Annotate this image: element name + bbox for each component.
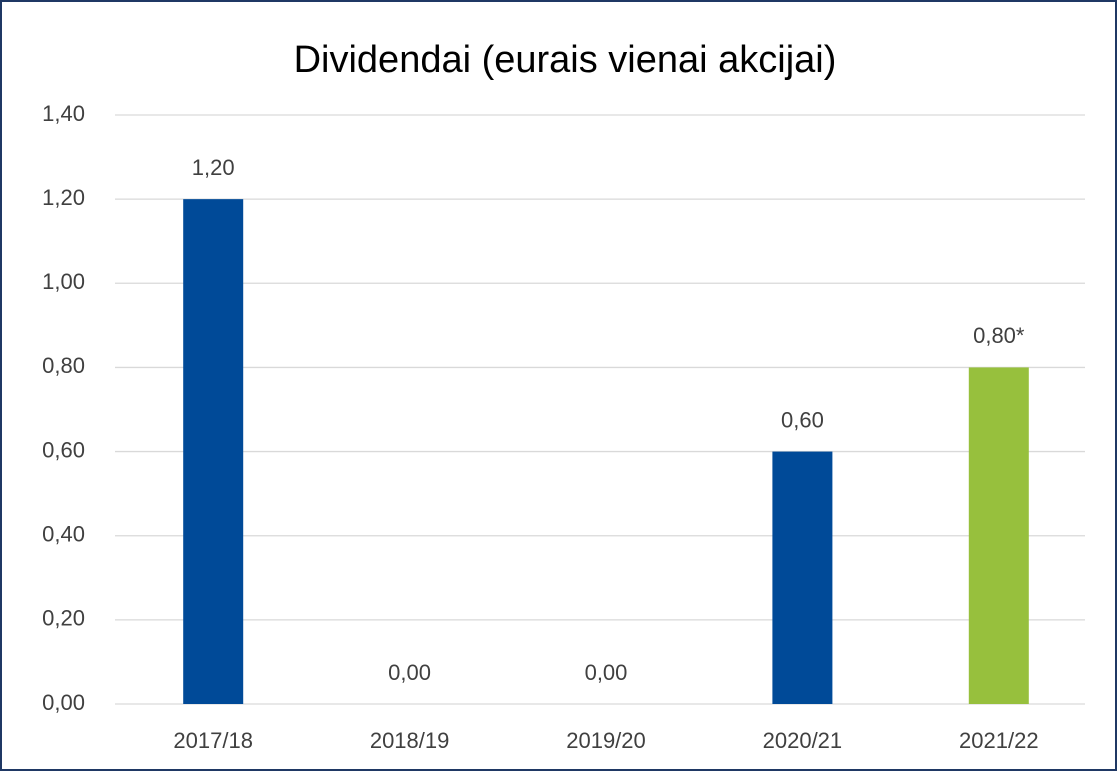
value-label: 1,20 bbox=[192, 155, 235, 180]
x-tick-label: 2020/21 bbox=[763, 728, 843, 753]
y-tick-label: 0,40 bbox=[42, 522, 85, 547]
y-tick-label: 1,00 bbox=[42, 269, 85, 294]
y-tick-label: 1,40 bbox=[42, 101, 85, 126]
x-tick-label: 2019/20 bbox=[566, 728, 646, 753]
y-tick-label: 0,00 bbox=[42, 690, 85, 715]
y-tick-label: 0,80 bbox=[42, 353, 85, 378]
bar bbox=[968, 367, 1029, 704]
bar bbox=[772, 451, 833, 704]
y-tick-label: 0,20 bbox=[42, 606, 85, 631]
value-label: 0,80* bbox=[973, 323, 1025, 348]
value-label: 0,00 bbox=[585, 660, 628, 685]
chart-title: Dividendai (eurais vienai akcijai) bbox=[294, 39, 837, 81]
x-tick-label: 2018/19 bbox=[370, 728, 450, 753]
value-label: 0,00 bbox=[388, 660, 431, 685]
x-tick-label: 2021/22 bbox=[959, 728, 1039, 753]
bar bbox=[183, 199, 244, 704]
x-tick-label: 2017/18 bbox=[173, 728, 253, 753]
value-label: 0,60 bbox=[781, 407, 824, 432]
y-tick-label: 1,20 bbox=[42, 185, 85, 210]
y-tick-label: 0,60 bbox=[42, 437, 85, 462]
